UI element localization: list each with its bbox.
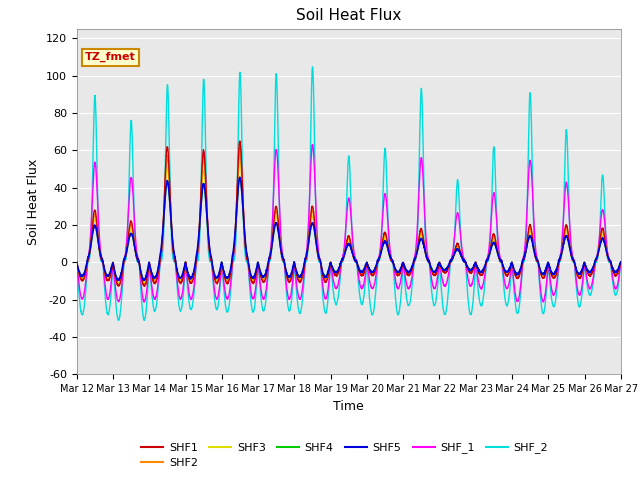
Legend: SHF1, SHF2, SHF3, SHF4, SHF5, SHF_1, SHF_2: SHF1, SHF2, SHF3, SHF4, SHF5, SHF_1, SHF…	[137, 438, 553, 472]
SHF4	[73, 259, 81, 265]
SHF5	[607, 259, 614, 264]
SHF4	[607, 258, 614, 264]
SHF5	[114, 277, 122, 283]
SHF1	[73, 259, 81, 264]
SHF_2	[282, 279, 289, 285]
SHF3	[135, 259, 143, 264]
SHF1	[135, 259, 143, 265]
SHF_2	[617, 260, 625, 265]
SHF2	[305, 230, 313, 236]
SHF_1	[308, 142, 316, 147]
SHF_1	[607, 259, 614, 264]
SHF3	[305, 232, 313, 238]
SHF_1	[282, 273, 289, 279]
SHF3	[73, 260, 81, 265]
SHF3	[236, 159, 244, 165]
SHF2	[140, 282, 148, 288]
Line: SHF5: SHF5	[77, 178, 621, 280]
SHF5	[617, 259, 625, 265]
SHF1	[548, 273, 556, 278]
Line: SHF_1: SHF_1	[77, 144, 621, 302]
SHF1	[607, 259, 614, 265]
SHF_1	[73, 259, 81, 264]
Line: SHF_2: SHF_2	[77, 67, 621, 320]
SHF_2	[308, 64, 316, 70]
SHF3	[140, 281, 148, 287]
SHF5	[135, 259, 143, 264]
SHF_2	[115, 317, 122, 323]
SHF_1	[617, 259, 625, 265]
SHF5	[548, 271, 556, 277]
SHF4	[548, 270, 556, 276]
Line: SHF4: SHF4	[77, 177, 621, 280]
SHF5	[168, 221, 175, 227]
SHF_2	[607, 259, 614, 264]
Line: SHF3: SHF3	[77, 162, 621, 284]
SHF4	[282, 266, 290, 272]
SHF4	[305, 236, 313, 241]
SHF2	[282, 268, 290, 274]
Line: SHF2: SHF2	[77, 150, 621, 285]
SHF1	[168, 220, 175, 226]
SHF_1	[548, 288, 556, 294]
SHF3	[607, 259, 614, 264]
SHF2	[168, 218, 175, 224]
SHF_2	[168, 232, 175, 238]
SHF2	[617, 259, 625, 265]
SHF_2	[73, 259, 81, 264]
SHF_1	[140, 300, 148, 305]
SHF3	[168, 220, 175, 226]
SHF1	[236, 138, 244, 144]
SHF3	[617, 260, 625, 265]
SHF_1	[135, 258, 143, 264]
SHF2	[135, 258, 143, 264]
Text: TZ_fmet: TZ_fmet	[85, 52, 136, 62]
SHF1	[282, 268, 290, 274]
X-axis label: Time: Time	[333, 400, 364, 413]
SHF3	[548, 272, 556, 277]
SHF4	[115, 277, 122, 283]
SHF1	[305, 228, 313, 234]
SHF_2	[548, 298, 556, 303]
Y-axis label: Soil Heat Flux: Soil Heat Flux	[28, 158, 40, 245]
SHF5	[305, 233, 313, 239]
SHF1	[115, 283, 122, 289]
SHF2	[73, 259, 81, 265]
SHF4	[168, 224, 175, 230]
SHF5	[236, 175, 244, 180]
SHF4	[236, 174, 244, 180]
Title: Soil Heat Flux: Soil Heat Flux	[296, 9, 401, 24]
SHF2	[548, 274, 556, 279]
SHF2	[607, 258, 614, 264]
SHF_2	[305, 213, 313, 218]
Line: SHF1: SHF1	[77, 141, 621, 286]
SHF3	[282, 267, 290, 273]
SHF_1	[168, 220, 175, 226]
SHF_2	[135, 260, 143, 265]
SHF4	[135, 258, 143, 264]
SHF5	[282, 267, 290, 273]
SHF_1	[305, 204, 313, 210]
SHF4	[617, 260, 625, 265]
SHF1	[617, 259, 625, 265]
SHF5	[73, 261, 81, 266]
SHF2	[236, 147, 244, 153]
